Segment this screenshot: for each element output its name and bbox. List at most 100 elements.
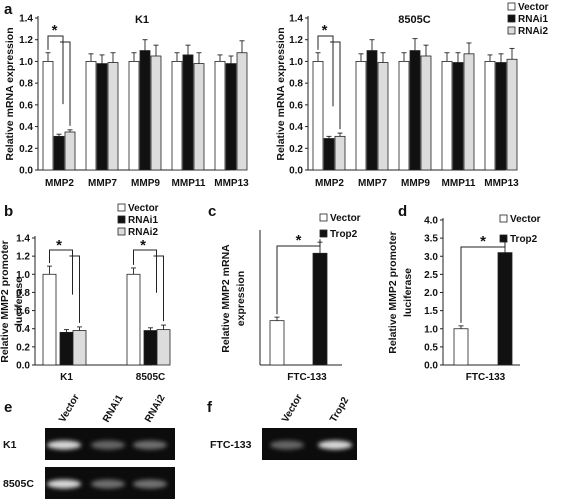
legend-swatch: [507, 2, 516, 11]
bar: [53, 135, 65, 171]
x-tick-label: FTC-133: [287, 372, 327, 383]
bar: [85, 61, 97, 171]
panel-letter: e: [4, 399, 12, 416]
bar: [42, 273, 57, 366]
legend-entry: RNAi1: [518, 14, 548, 25]
bar: [193, 63, 205, 171]
y-tick-label: 3.5: [424, 234, 438, 245]
x-tick-label: K1: [60, 372, 73, 383]
chart-title: 8505C: [398, 14, 430, 26]
gel-band: [47, 479, 81, 489]
y-tick-label: 1.2: [19, 35, 33, 46]
bar: [214, 61, 226, 171]
gel-lane-label: RNAi2: [143, 393, 168, 425]
bar: [236, 52, 248, 171]
bar: [269, 320, 285, 366]
gel-row-label: 8505C: [3, 478, 34, 490]
y-tick-label: 1.0: [16, 270, 30, 281]
bar: [495, 62, 507, 171]
y-tick-label: 0.0: [289, 166, 303, 177]
legend-swatch: [117, 203, 126, 212]
significance-bracket: [153, 255, 164, 322]
y-axis-label: Relative MMP2 promoter: [0, 240, 11, 363]
bar: [377, 62, 389, 171]
x-tick-label: MMP2: [315, 178, 344, 189]
x-tick-label: MMP11: [442, 178, 476, 189]
x-tick-label: MMP13: [484, 178, 519, 189]
significance-bracket: [49, 249, 73, 295]
gel-lane-label: Trop2: [328, 395, 351, 424]
y-tick-label: 0.4: [19, 122, 33, 133]
bar: [182, 54, 194, 171]
y-tick-label: 0.8: [19, 79, 33, 90]
y-tick-label: 0.5: [424, 342, 438, 353]
legend-swatch: [499, 234, 508, 243]
significance-bracket: [330, 41, 341, 130]
y-tick-label: 0.2: [16, 342, 30, 353]
chart-title: K1: [135, 14, 149, 26]
legend-swatch: [507, 14, 516, 23]
bar: [107, 62, 119, 171]
panel-letter: b: [4, 203, 13, 220]
significance-star: *: [52, 22, 58, 39]
y-tick-label: 3.0: [424, 252, 438, 263]
y-tick-label: 0.0: [424, 361, 438, 372]
bar: [366, 50, 378, 171]
panel-letter: a: [4, 1, 13, 18]
y-axis-label: Relative mRNA expression: [4, 27, 16, 160]
y-tick-label: 0.6: [289, 100, 303, 111]
y-tick-label: 1.4: [19, 14, 33, 25]
y-tick-label: 0.0: [16, 361, 30, 372]
y-tick-label: 0.8: [16, 288, 30, 299]
y-tick-label: 1.4: [289, 14, 303, 25]
gel-band: [133, 479, 167, 489]
x-tick-label: MMP9: [131, 178, 160, 189]
gel-row-label: K1: [3, 439, 17, 451]
bar: [484, 61, 496, 171]
legend-swatch: [117, 227, 126, 236]
bar: [420, 55, 432, 171]
y-tick-label: 4.0: [424, 216, 438, 227]
gel-band: [318, 440, 352, 450]
bar: [453, 328, 469, 366]
y-tick-label: 0.2: [19, 144, 33, 155]
bar: [355, 61, 367, 171]
y-axis-label: Relative mRNA expression: [275, 27, 287, 160]
significance-bracket: [133, 249, 157, 293]
y-tick-label: 1.2: [289, 35, 303, 46]
bar: [441, 61, 453, 171]
gel-lane-label: Vector: [280, 392, 305, 424]
bar: [506, 58, 518, 171]
significance-bracket: [317, 35, 334, 107]
bar: [143, 330, 158, 366]
bar: [171, 61, 183, 171]
gel-band: [270, 440, 304, 450]
legend-entry: RNAi1: [128, 215, 158, 226]
panel-letter: d: [398, 203, 407, 220]
legend-swatch: [319, 229, 328, 238]
significance-bracket: [276, 239, 321, 315]
legend-entry: Trop2: [510, 234, 538, 245]
gel-band: [47, 440, 81, 450]
y-tick-label: 0.6: [16, 306, 30, 317]
x-tick-label: MMP11: [172, 178, 206, 189]
y-tick-label: 0.8: [289, 79, 303, 90]
y-tick-label: 1.4: [16, 234, 30, 245]
legend-swatch: [117, 215, 126, 224]
bar: [59, 331, 74, 366]
x-tick-label: MMP7: [358, 178, 387, 189]
bar: [312, 252, 328, 366]
bar: [96, 63, 108, 171]
panel-letter: c: [208, 203, 216, 220]
significance-bracket: [69, 255, 80, 323]
y-tick-label: 1.0: [289, 57, 303, 68]
significance-star: *: [56, 237, 62, 254]
x-tick-label: MMP13: [214, 178, 249, 189]
y-axis-label: luciferase: [402, 268, 414, 317]
significance-star: *: [296, 232, 302, 249]
y-tick-label: 0.2: [289, 144, 303, 155]
legend-swatch: [319, 213, 328, 222]
legend-entry: Vector: [330, 213, 361, 224]
gel-band: [91, 479, 125, 489]
bar: [126, 273, 141, 366]
